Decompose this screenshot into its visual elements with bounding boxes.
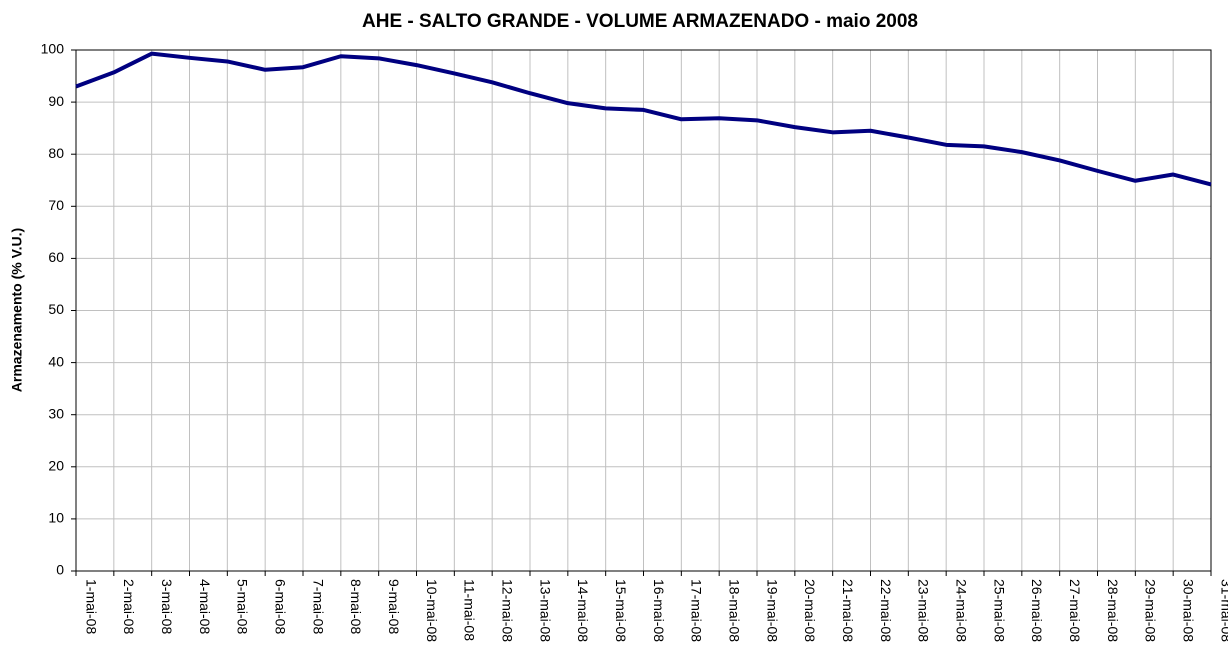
x-tick-label: 13-mai-08 [537,579,553,642]
y-tick-label: 10 [48,510,64,526]
x-tick-label: 14-mai-08 [575,579,591,642]
y-tick-label: 0 [56,562,64,578]
x-tick-label: 8-mai-08 [348,579,364,634]
x-tick-label: 1-mai-08 [83,579,99,634]
y-tick-label: 30 [48,405,64,421]
x-tick-label: 4-mai-08 [197,579,213,634]
y-tick-label: 60 [48,249,64,265]
x-tick-label: 2-mai-08 [121,579,137,634]
y-axis-label: Armazenamento (% V.U.) [9,228,25,392]
y-tick-label: 70 [48,197,64,213]
x-tick-label: 20-mai-08 [802,579,818,642]
x-tick-label: 10-mai-08 [424,579,440,642]
data-line [75,51,1212,187]
x-tick-label: 25-mai-08 [991,579,1007,642]
x-tick-label: 6-mai-08 [272,579,288,634]
y-tick-label: 80 [48,145,64,161]
x-tick-label: 22-mai-08 [878,579,894,642]
plot-border [75,49,1212,572]
y-tick-label: 50 [48,301,64,317]
x-tick-label: 24-mai-08 [953,579,969,642]
x-tick-label: 12-mai-08 [499,579,515,642]
x-tick-label: 28-mai-08 [1105,579,1121,642]
chart-title: AHE - SALTO GRANDE - VOLUME ARMAZENADO -… [362,11,918,32]
x-tick-label: 11-mai-08 [462,579,478,641]
x-tick-label: 30-mai-08 [1180,579,1196,642]
x-tick-label: 26-mai-08 [1029,579,1045,642]
x-tick-label: 7-mai-08 [310,579,326,634]
x-tick-label: 18-mai-08 [726,579,742,642]
x-tick-label: 17-mai-08 [689,579,705,642]
y-tick-label: 40 [48,353,64,369]
x-tick-label: 29-mai-08 [1143,579,1159,642]
y-tick-label: 20 [48,458,64,474]
x-tick-label: 19-mai-08 [764,579,780,642]
x-tick-label: 15-mai-08 [613,579,629,642]
x-tick-label: 21-mai-08 [840,579,856,642]
x-tick-label: 31-mai-08 [1218,579,1228,642]
y-tick-label: 100 [41,41,65,57]
y-tick-label: 90 [48,93,64,109]
x-tick-label: 3-mai-08 [159,579,175,634]
x-tick-label: 5-mai-08 [235,579,251,634]
x-tick-label: 9-mai-08 [386,579,402,634]
x-tick-label: 27-mai-08 [1067,579,1083,642]
x-tick-label: 16-mai-08 [651,579,667,642]
x-tick-label: 23-mai-08 [916,579,932,642]
